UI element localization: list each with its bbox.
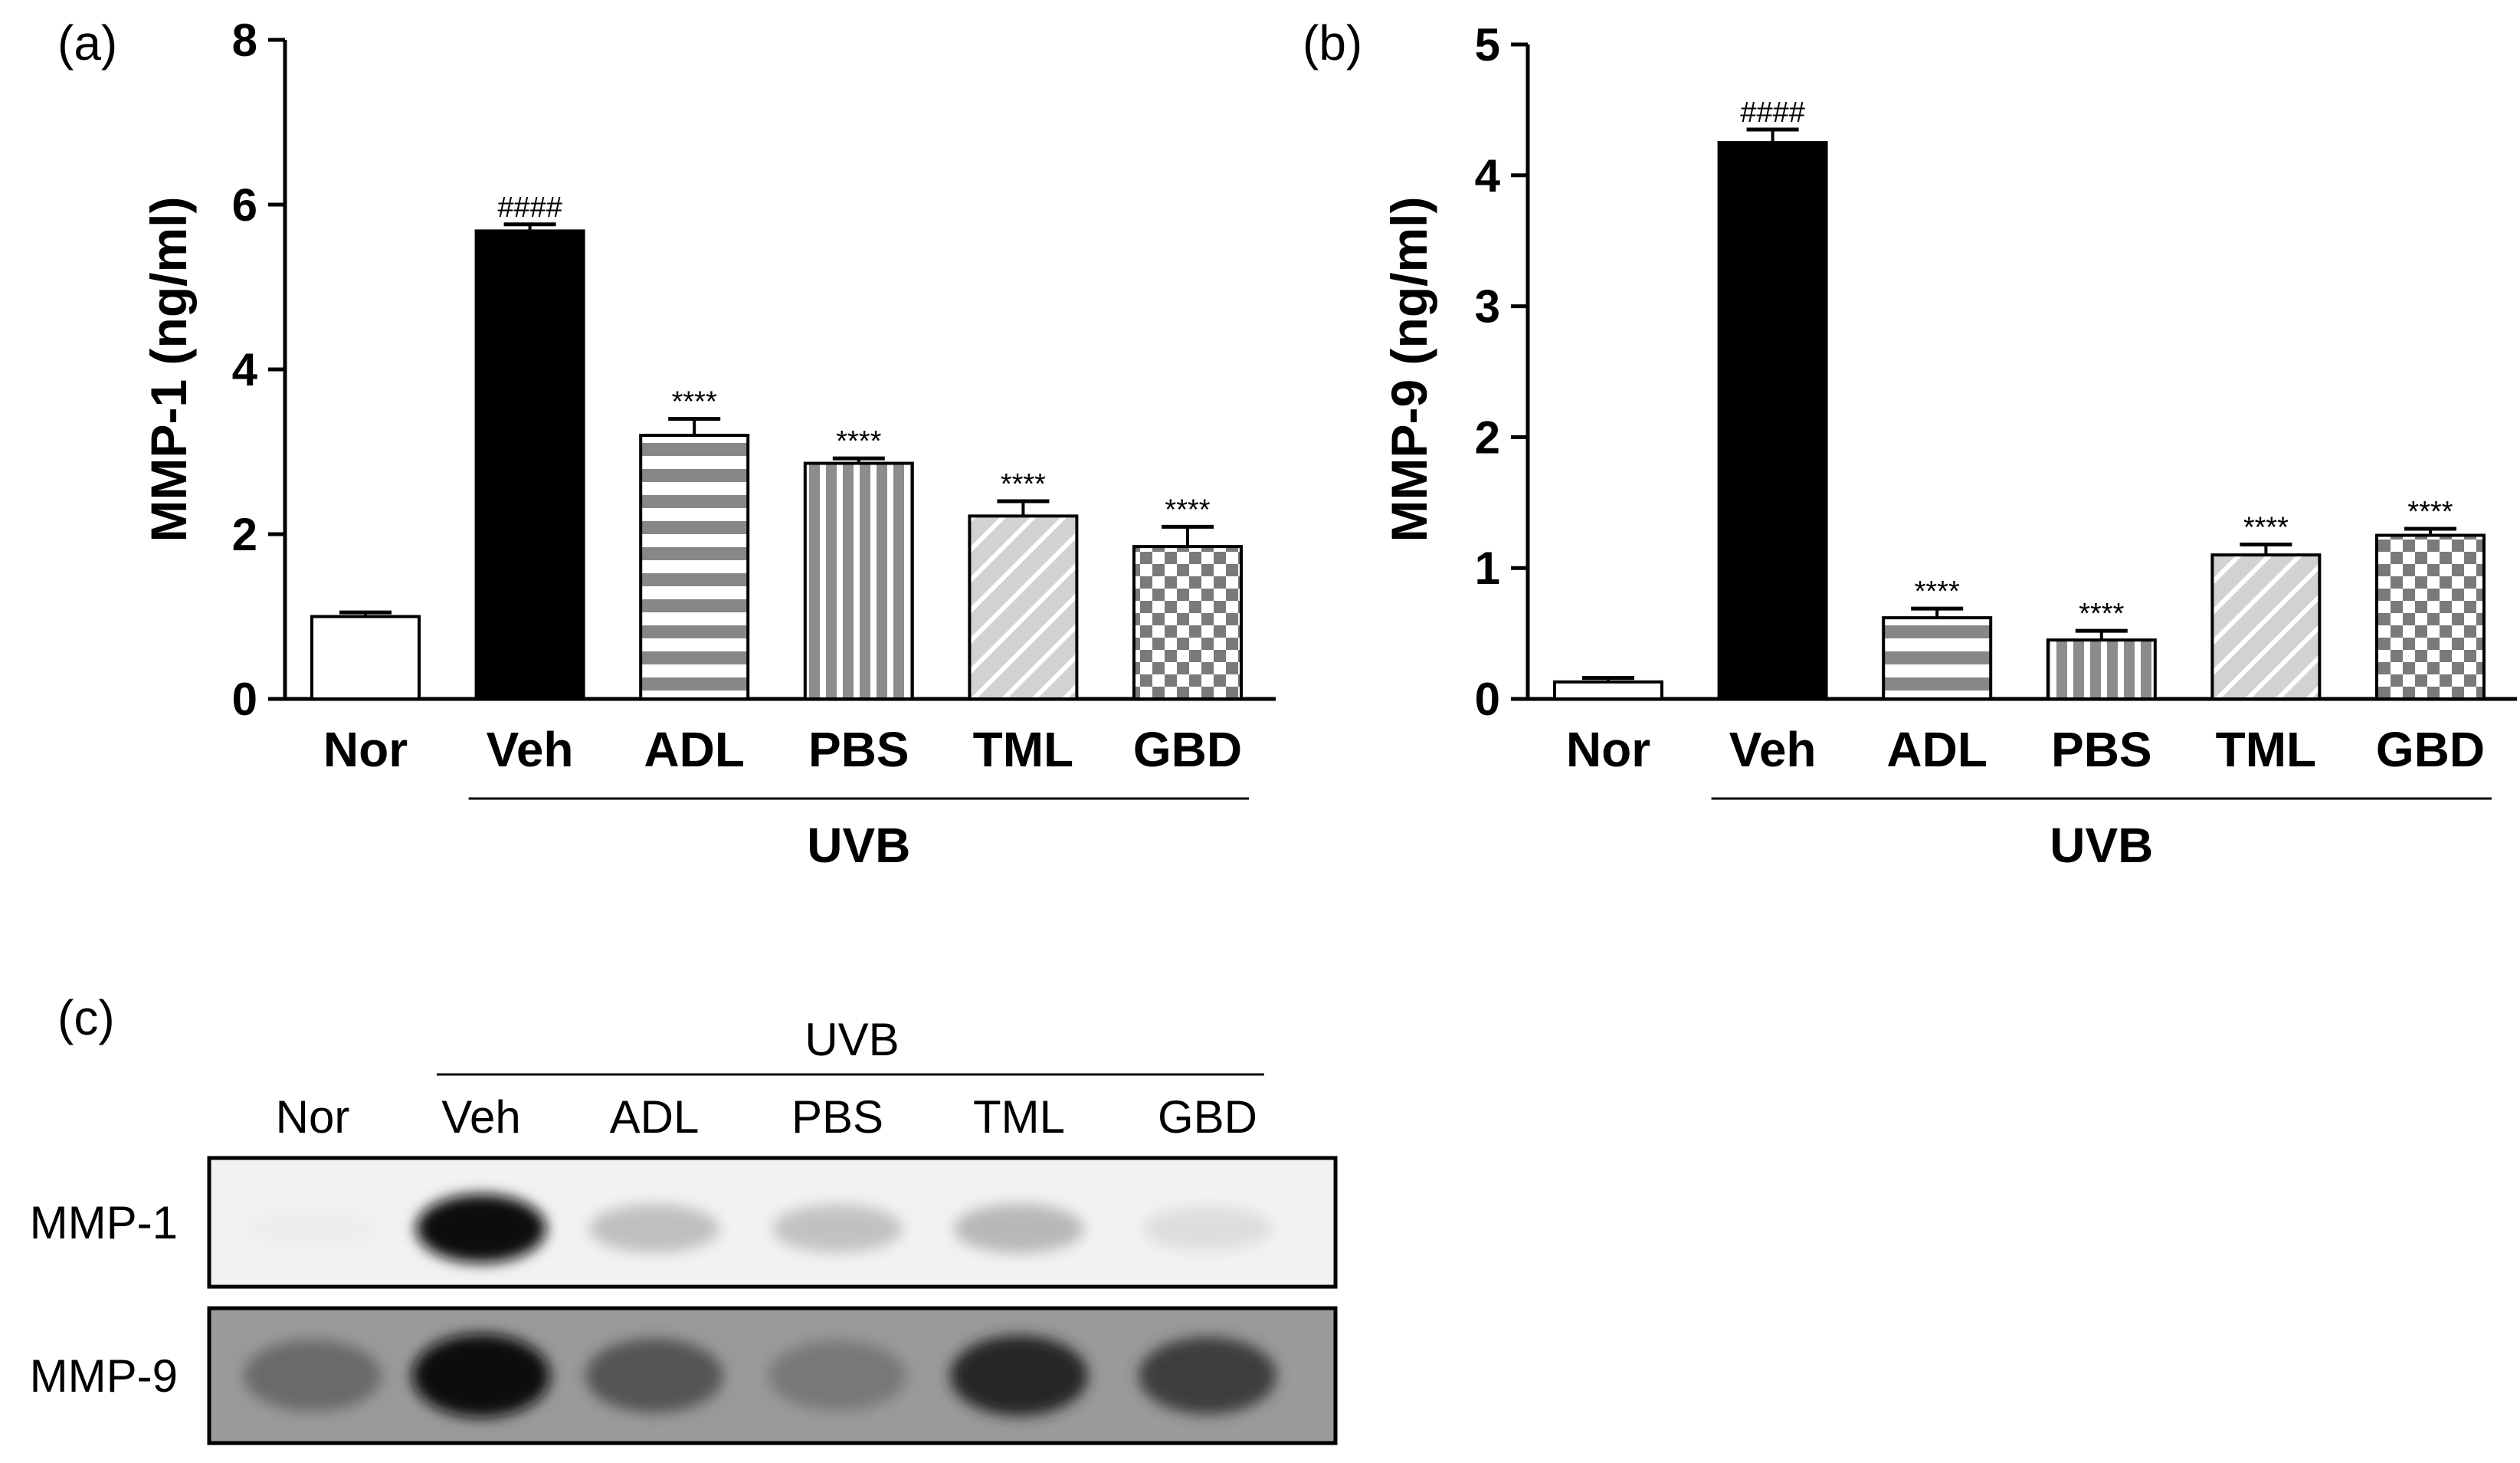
significance-label: **** (672, 386, 717, 418)
blot-panel-c: (c) UVB Nor Veh ADL PBS TML GBD MMP-1 MMP-9 (30, 990, 1338, 1445)
bar-pbs (803, 461, 914, 700)
category-label-veh: Veh (1729, 722, 1817, 777)
blot-rows: MMP-1 MMP-9 (30, 1156, 1338, 1445)
blot-lane-label-gbd: GBD (1158, 1091, 1257, 1143)
category-label-tml: TML (973, 722, 1074, 777)
bar-adl (1882, 616, 1993, 700)
category-label-nor: Nor (323, 722, 408, 777)
blot-row-label: MMP-9 (30, 1350, 178, 1402)
blot-lane-label-veh: Veh (441, 1091, 520, 1143)
bar-tml (2210, 553, 2322, 700)
y-tick-label: 5 (1475, 19, 1500, 71)
chart-panel-a: (a) MMP-1 (ng/ml) 0 2 4 6 8 Nor #### Veh **** ADL… (57, 15, 1276, 873)
group-label: UVB (2050, 818, 2153, 873)
category-label-pbs: PBS (808, 722, 909, 777)
blot-lane-label-tml: TML (973, 1091, 1065, 1143)
y-tick-label: 0 (232, 674, 257, 725)
bar-tml (968, 514, 1079, 700)
y-axis-title-b: MMP-9 (ng/ml) (1381, 197, 1437, 543)
blot-band (772, 1204, 903, 1253)
blot-lane-labels: Nor Veh ADL PBS TML GBD (276, 1091, 1257, 1143)
significance-label: **** (2407, 496, 2453, 528)
blot-band (412, 1333, 550, 1418)
category-label-pbs: PBS (2051, 722, 2152, 777)
blot-band (247, 1208, 378, 1249)
category-label-adl: ADL (644, 722, 745, 777)
blot-band (1142, 1206, 1273, 1251)
blot-lane-label-nor: Nor (276, 1091, 350, 1143)
blot-band (954, 1203, 1084, 1254)
y-tick-label: 0 (1475, 674, 1500, 725)
y-tick-label: 3 (1475, 281, 1500, 333)
blot-row-mmp-1: MMP-1 (30, 1156, 1338, 1289)
bar-nor (1553, 680, 1663, 701)
y-tick-label: 4 (1475, 150, 1501, 202)
panel-letter-b: (b) (1303, 15, 1362, 71)
bar-nor (310, 615, 421, 700)
plot-area-a: 0 2 4 6 8 Nor #### Veh **** ADL **** PBS **** TML ****… (232, 15, 1276, 873)
blot-band (416, 1194, 546, 1263)
bar-pbs (2046, 638, 2157, 701)
category-label-gbd: GBD (1133, 722, 1242, 777)
category-label-nor: Nor (1566, 722, 1650, 777)
category-label-gbd: GBD (2376, 722, 2485, 777)
category-label-veh: Veh (487, 722, 574, 777)
plot-area-b: 0 1 2 3 4 5 Nor #### Veh **** ADL **** PBS **** TML ***… (1475, 19, 2517, 873)
significance-label: #### (1740, 97, 1805, 129)
bar-veh (474, 229, 585, 700)
bar-gbd (2375, 533, 2486, 700)
bar-gbd (1132, 545, 1243, 700)
y-axis-title-a: MMP-1 (ng/ml) (140, 197, 197, 543)
significance-label: **** (836, 425, 881, 458)
bar-adl (639, 434, 750, 700)
category-label-adl: ADL (1886, 722, 1987, 777)
blot-row-label: MMP-1 (30, 1197, 178, 1248)
panel-letter-c: (c) (57, 990, 115, 1045)
y-tick-label: 2 (232, 509, 257, 560)
y-tick-label: 4 (232, 344, 258, 395)
group-label: UVB (807, 818, 910, 873)
blot-band (585, 1338, 723, 1413)
y-tick-label: 6 (232, 179, 257, 231)
significance-label: **** (2079, 598, 2124, 630)
significance-label: **** (1165, 494, 1210, 526)
significance-label: **** (2243, 511, 2289, 543)
significance-label: **** (1001, 468, 1046, 500)
blot-lane-label-adl: ADL (610, 1091, 700, 1143)
blot-band (244, 1340, 382, 1412)
y-tick-label: 1 (1475, 543, 1500, 594)
bar-veh (1717, 141, 1828, 701)
blot-band (589, 1204, 719, 1253)
panel-letter-a: (a) (57, 15, 117, 71)
blot-frame (207, 1156, 1338, 1289)
significance-label: **** (1915, 576, 1960, 608)
category-label-tml: TML (2216, 722, 2317, 777)
significance-label: #### (497, 192, 562, 224)
y-tick-label: 2 (1475, 412, 1500, 463)
blot-band (1139, 1337, 1276, 1415)
blot-band (768, 1340, 906, 1411)
y-tick-label: 8 (232, 15, 257, 66)
blot-group-label: UVB (804, 1014, 899, 1065)
blot-band (950, 1335, 1088, 1416)
blot-frame (207, 1306, 1338, 1445)
chart-panel-b: (b) MMP-9 (ng/ml) 0 1 2 3 4 5 Nor #### Veh **** AD… (1303, 15, 2517, 873)
blot-lane-label-pbs: PBS (791, 1091, 883, 1143)
blot-row-mmp-9: MMP-9 (30, 1306, 1338, 1445)
